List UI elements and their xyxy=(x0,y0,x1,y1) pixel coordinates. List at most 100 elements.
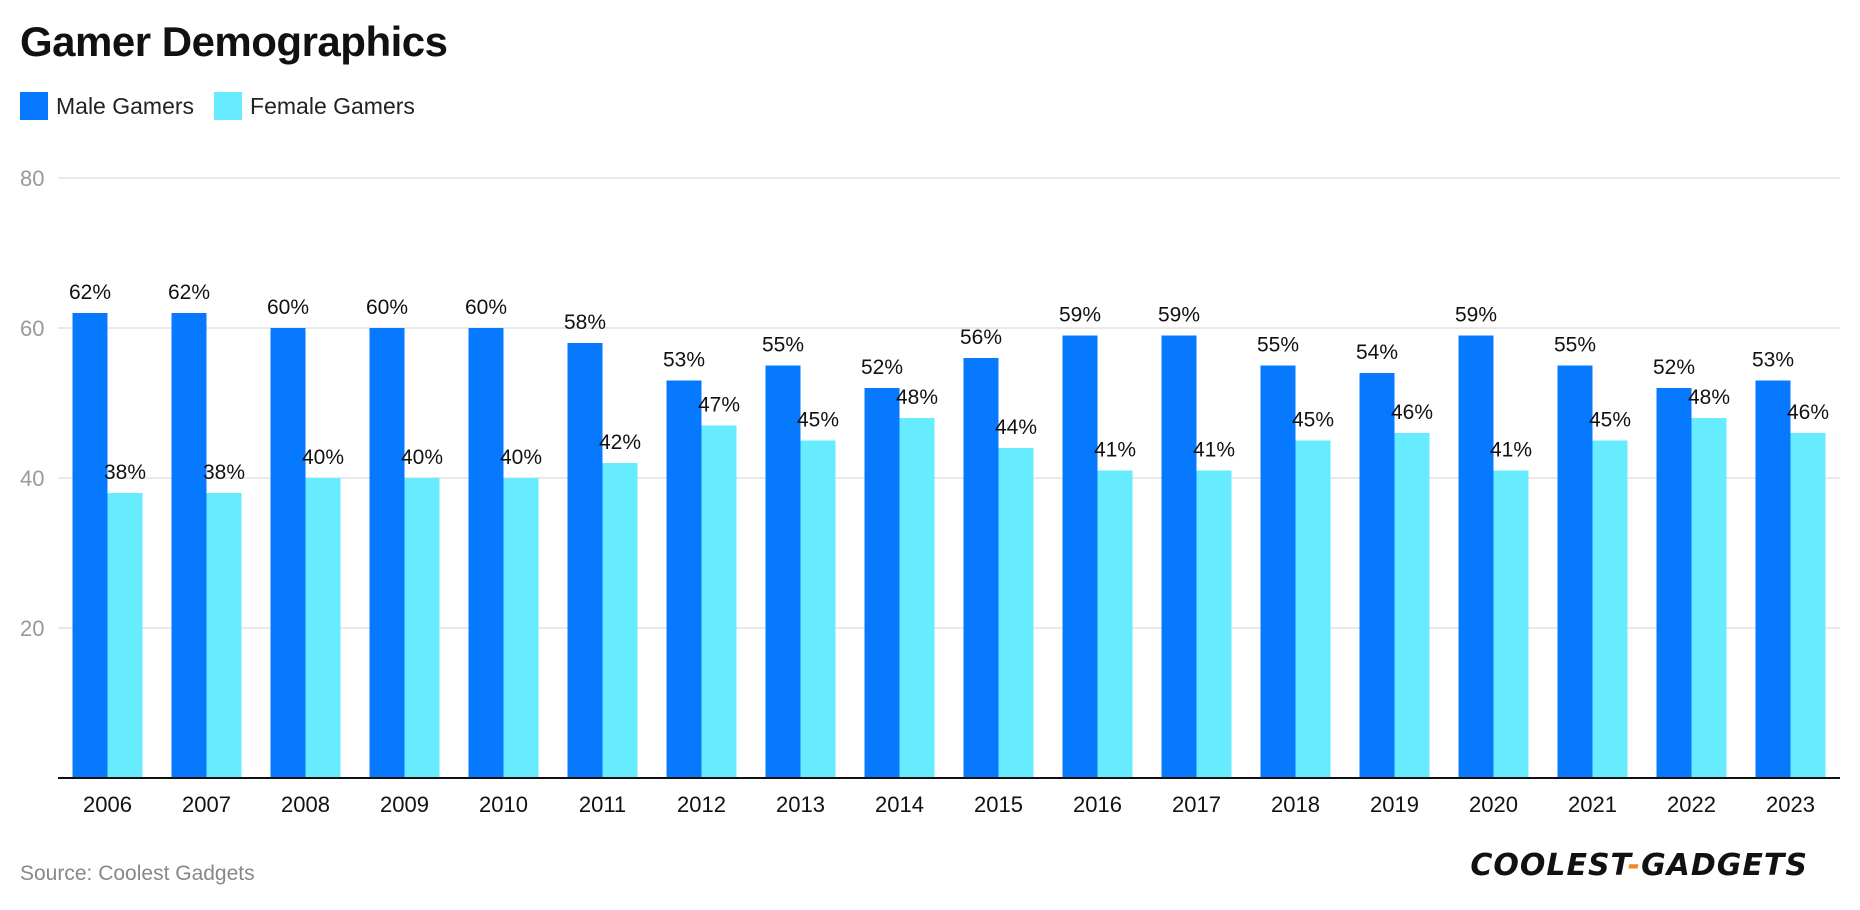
bar-female-2019 xyxy=(1394,433,1430,778)
y-tick-label-80: 80 xyxy=(20,166,44,191)
bar-female-2010 xyxy=(503,478,539,778)
bar-male-2023 xyxy=(1755,380,1791,778)
data-label-male-2017: 59% xyxy=(1158,304,1200,327)
bar-female-2022 xyxy=(1691,418,1727,778)
bar-female-2017 xyxy=(1196,470,1232,778)
x-tick-label-2020: 2020 xyxy=(1469,792,1518,817)
data-label-female-2021: 45% xyxy=(1589,409,1631,432)
data-label-female-2018: 45% xyxy=(1292,409,1334,432)
bar-female-2014 xyxy=(899,418,935,778)
bar-male-2009 xyxy=(369,328,405,778)
bar-male-2017 xyxy=(1161,335,1197,778)
data-label-female-2023: 46% xyxy=(1787,401,1829,424)
data-label-female-2019: 46% xyxy=(1391,401,1433,424)
bar-male-2010 xyxy=(468,328,504,778)
legend-swatch-male xyxy=(20,92,48,120)
bar-male-2006 xyxy=(72,313,108,778)
brand-logo: COOLEST-GADGETS xyxy=(1470,848,1808,883)
x-tick-label-2013: 2013 xyxy=(776,792,825,817)
bar-female-2009 xyxy=(404,478,440,778)
data-label-male-2021: 55% xyxy=(1554,334,1596,357)
data-label-male-2010: 60% xyxy=(465,296,507,319)
x-tick-label-2022: 2022 xyxy=(1667,792,1716,817)
bar-female-2008 xyxy=(305,478,341,778)
data-label-female-2007: 38% xyxy=(203,461,245,484)
data-label-male-2019: 54% xyxy=(1356,341,1398,364)
bar-male-2019 xyxy=(1359,373,1395,778)
logo-text-2: GADGETS xyxy=(1641,848,1808,883)
y-tick-label-40: 40 xyxy=(20,466,44,491)
bar-female-2015 xyxy=(998,448,1034,778)
chart-legend: Male Gamers Female Gamers xyxy=(20,92,435,120)
bar-male-2007 xyxy=(171,313,207,778)
legend-swatch-female xyxy=(214,92,243,120)
x-tick-label-2016: 2016 xyxy=(1073,792,1122,817)
legend-label-male: Male Gamers xyxy=(56,92,195,119)
data-label-male-2016: 59% xyxy=(1059,304,1101,327)
bar-female-2006 xyxy=(107,493,143,778)
bar-female-2016 xyxy=(1097,470,1133,778)
x-tick-label-2007: 2007 xyxy=(182,792,231,817)
bar-male-2018 xyxy=(1260,365,1296,778)
bar-female-2021 xyxy=(1592,440,1628,778)
x-tick-label-2011: 2011 xyxy=(579,792,626,817)
data-label-female-2014: 48% xyxy=(896,386,938,409)
bar-male-2011 xyxy=(567,343,603,778)
data-label-female-2010: 40% xyxy=(500,446,542,469)
data-label-male-2011: 58% xyxy=(564,311,606,334)
data-label-male-2022: 52% xyxy=(1653,356,1695,379)
bar-male-2016 xyxy=(1062,335,1098,778)
data-label-female-2008: 40% xyxy=(302,446,344,469)
bar-male-2014 xyxy=(864,388,900,778)
bar-male-2013 xyxy=(765,365,801,778)
data-label-female-2020: 41% xyxy=(1490,439,1532,462)
bar-female-2023 xyxy=(1790,433,1826,778)
source-note: Source: Coolest Gadgets xyxy=(20,862,255,885)
x-tick-label-2018: 2018 xyxy=(1271,792,1320,817)
data-label-female-2012: 47% xyxy=(698,394,740,417)
data-label-male-2006: 62% xyxy=(69,281,111,304)
data-label-male-2023: 53% xyxy=(1752,349,1794,372)
logo-text: COOLEST xyxy=(1470,848,1628,883)
x-tick-label-2009: 2009 xyxy=(380,792,429,817)
data-label-female-2016: 41% xyxy=(1094,439,1136,462)
data-label-male-2009: 60% xyxy=(366,296,408,319)
bar-male-2021 xyxy=(1557,365,1593,778)
data-label-male-2008: 60% xyxy=(267,296,309,319)
data-label-female-2015: 44% xyxy=(995,416,1037,439)
chart-title: Gamer Demographics xyxy=(20,18,448,65)
y-tick-label-60: 60 xyxy=(20,316,44,341)
data-label-female-2017: 41% xyxy=(1193,439,1235,462)
data-label-male-2018: 55% xyxy=(1257,334,1299,357)
x-tick-label-2021: 2021 xyxy=(1568,792,1617,817)
bar-male-2020 xyxy=(1458,335,1494,778)
data-label-female-2013: 45% xyxy=(797,409,839,432)
data-label-male-2013: 55% xyxy=(762,334,804,357)
x-tick-label-2023: 2023 xyxy=(1766,792,1815,817)
data-label-female-2009: 40% xyxy=(401,446,443,469)
bar-female-2011 xyxy=(602,463,638,778)
legend-item-female[interactable]: Female Gamers xyxy=(214,92,415,120)
legend-item-male[interactable]: Male Gamers xyxy=(20,92,194,120)
data-label-female-2011: 42% xyxy=(599,431,641,454)
bar-female-2018 xyxy=(1295,440,1331,778)
bar-female-2013 xyxy=(800,440,836,778)
bar-male-2012 xyxy=(666,380,702,778)
data-label-male-2014: 52% xyxy=(861,356,903,379)
data-label-male-2015: 56% xyxy=(960,326,1002,349)
bar-female-2012 xyxy=(701,425,737,778)
x-tick-label-2014: 2014 xyxy=(875,792,924,817)
x-tick-label-2010: 2010 xyxy=(479,792,528,817)
data-label-male-2020: 59% xyxy=(1455,304,1497,327)
data-label-female-2006: 38% xyxy=(104,461,146,484)
bar-male-2008 xyxy=(270,328,306,778)
data-label-female-2022: 48% xyxy=(1688,386,1730,409)
x-tick-label-2006: 2006 xyxy=(83,792,132,817)
bar-female-2007 xyxy=(206,493,242,778)
x-tick-label-2019: 2019 xyxy=(1370,792,1419,817)
legend-label-female: Female Gamers xyxy=(250,92,415,119)
x-tick-label-2012: 2012 xyxy=(677,792,726,817)
data-label-male-2007: 62% xyxy=(168,281,210,304)
x-tick-label-2008: 2008 xyxy=(281,792,330,817)
x-tick-label-2015: 2015 xyxy=(974,792,1023,817)
